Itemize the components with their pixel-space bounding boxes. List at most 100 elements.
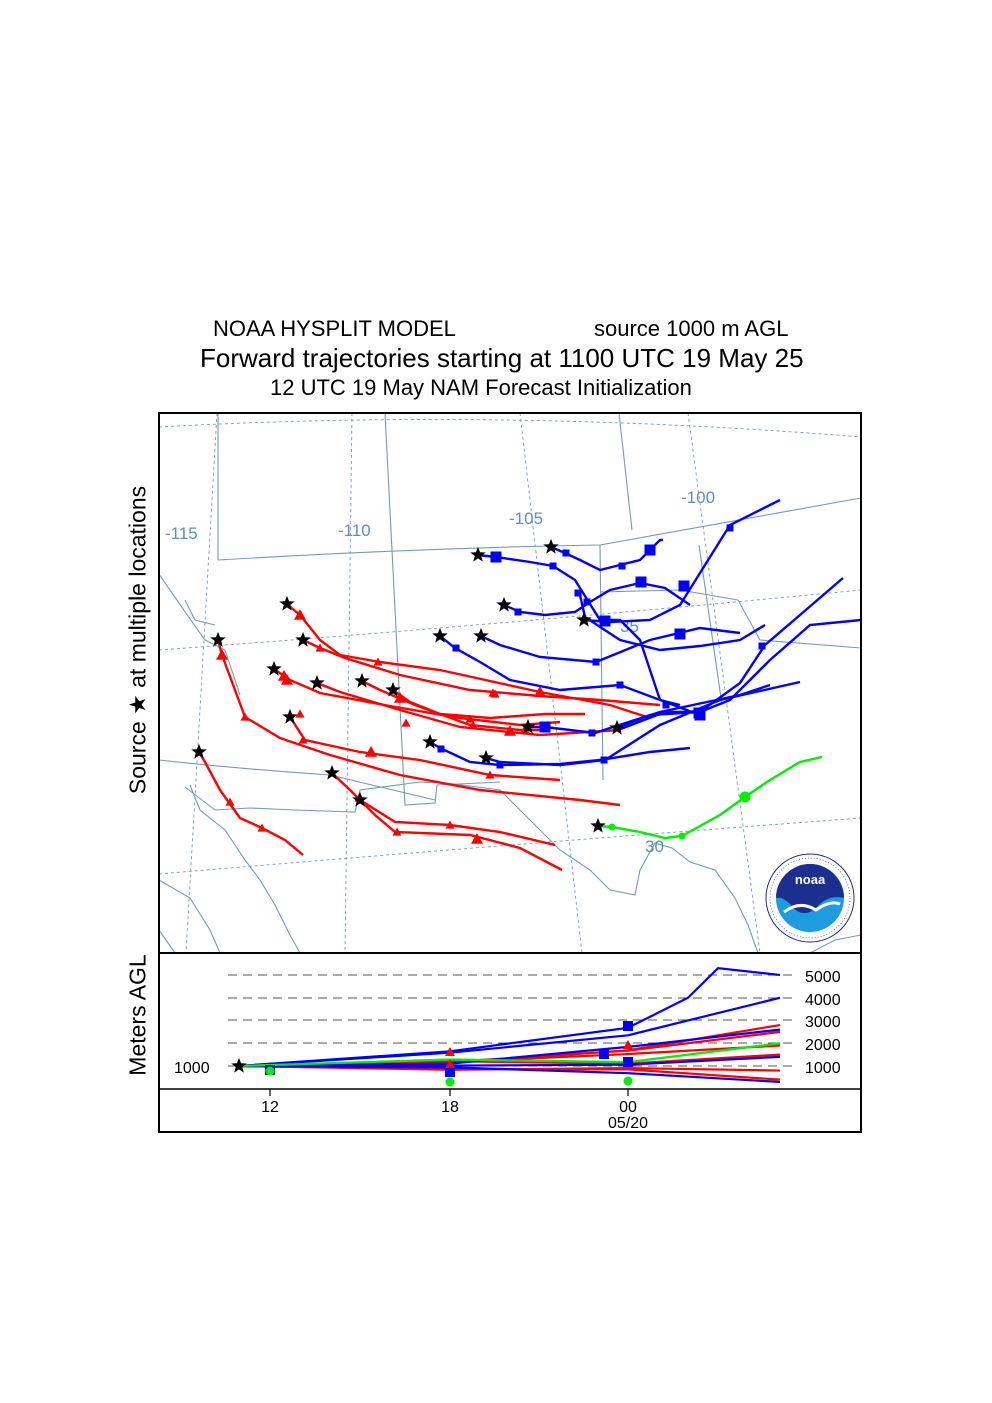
blue-height-marker	[623, 1021, 633, 1031]
height-source-star	[231, 1057, 247, 1073]
blue-height-profile	[237, 1064, 781, 1084]
blue-square-marker	[496, 761, 504, 769]
blue-trajectory-3	[503, 581, 691, 617]
state-borders	[159, 413, 861, 806]
blue-square-marker	[635, 576, 647, 588]
height-markers	[265, 1021, 633, 1087]
green-height-profile	[237, 1042, 781, 1068]
blue-square-marker	[583, 598, 591, 606]
chart-subtitle: 12 UTC 19 May NAM Forecast Initializatio…	[270, 375, 692, 400]
source-height-label: source 1000 m AGL	[594, 316, 789, 341]
blue-square-marker	[644, 544, 656, 556]
source-star	[473, 627, 489, 643]
red-triangle-marker	[257, 823, 267, 832]
height-tick-4000: 4000	[805, 992, 841, 1009]
blue-trajectory-10	[616, 577, 844, 730]
red-height-marker	[445, 1059, 455, 1068]
red-triangle-marker	[534, 686, 546, 697]
red-triangle-marker	[392, 827, 402, 836]
red-height-marker	[445, 1047, 455, 1056]
red-trajectory-1	[216, 639, 621, 807]
source-star	[282, 708, 298, 724]
blue-height-marker	[445, 1067, 455, 1077]
height-panel: 5000 4000 3000 2000 1000 1000 12 18 00 0…	[159, 967, 861, 1132]
lon-label-110: -110	[338, 521, 371, 540]
source-height-value: 1000	[174, 1060, 210, 1077]
coastlines	[159, 599, 861, 953]
red-trajectory-4	[302, 638, 661, 707]
blue-square-marker	[588, 729, 596, 737]
green-trajectories	[597, 755, 823, 840]
red-trajectory-11	[359, 799, 563, 872]
green-circle-marker	[739, 791, 751, 803]
lon-label-105: -105	[509, 509, 543, 528]
red-triangle-marker	[471, 833, 483, 844]
green-markers	[608, 791, 751, 840]
time-tick-12: 12	[261, 1099, 279, 1116]
blue-trajectory-9	[528, 683, 771, 735]
blue-square-marker	[437, 745, 445, 753]
red-trajectory-6	[316, 681, 621, 737]
svg-text:noaa: noaa	[795, 872, 826, 887]
lat-label-30: 30	[645, 837, 664, 856]
height-tick-5000: 5000	[805, 969, 841, 986]
blue-square-marker	[592, 658, 600, 666]
red-trajectory-7	[288, 716, 561, 782]
source-star	[576, 611, 592, 627]
height-tick-2000: 2000	[805, 1037, 841, 1054]
blue-square-marker	[514, 608, 522, 616]
red-triangle-marker	[373, 657, 383, 666]
blue-trajectory-1	[477, 553, 701, 717]
blue-square-marker	[678, 580, 690, 592]
blue-trajectory-12	[617, 618, 861, 732]
lon-label-100: -100	[681, 488, 715, 507]
time-tick-00: 00	[619, 1099, 637, 1116]
blue-square-marker	[452, 644, 460, 652]
red-triangle-marker	[445, 820, 455, 829]
source-star	[309, 674, 325, 690]
blue-square-marker	[726, 524, 734, 532]
red-trajectories	[197, 603, 661, 872]
blue-square-marker	[674, 628, 686, 640]
height-tick-1000: 1000	[805, 1060, 841, 1077]
blue-height-profile	[237, 967, 781, 1068]
red-triangle-marker	[278, 670, 290, 681]
source-star	[470, 546, 486, 562]
source-markers	[191, 538, 625, 833]
red-height-marker	[623, 1040, 633, 1049]
blue-square-marker	[549, 562, 557, 570]
map-frame	[158, 412, 862, 954]
red-markers	[216, 609, 546, 844]
red-triangle-marker	[394, 692, 406, 703]
source-star	[609, 719, 625, 735]
chart-title: Forward trajectories starting at 1100 UT…	[200, 343, 804, 373]
source-star	[543, 538, 559, 554]
red-triangle-marker	[225, 797, 235, 806]
date-label: 05/20	[608, 1115, 648, 1132]
red-triangle-marker	[490, 689, 500, 698]
blue-square-marker	[662, 701, 670, 709]
green-height-marker	[445, 1077, 455, 1087]
green-height-marker	[623, 1076, 633, 1086]
blue-square-marker	[599, 615, 611, 627]
source-star	[191, 743, 207, 759]
red-triangle-marker	[365, 746, 377, 757]
blue-height-marker	[623, 1057, 633, 1067]
source-star	[496, 596, 512, 612]
red-triangle-marker	[294, 609, 306, 620]
red-triangle-marker	[468, 720, 478, 729]
red-triangle-marker	[504, 725, 516, 736]
blue-square-marker	[618, 562, 626, 570]
blue-markers	[437, 524, 766, 769]
red-trajectory-9	[392, 689, 585, 720]
height-frame	[158, 952, 862, 1133]
time-tick-18: 18	[441, 1099, 459, 1116]
height-tick-3000: 3000	[805, 1014, 841, 1031]
red-trajectory-2	[197, 751, 304, 856]
blue-square-marker	[539, 721, 551, 733]
red-triangle-marker	[240, 712, 250, 721]
red-triangle-marker	[216, 649, 228, 660]
red-triangle-marker	[485, 770, 495, 779]
red-trajectory-10	[331, 772, 556, 847]
